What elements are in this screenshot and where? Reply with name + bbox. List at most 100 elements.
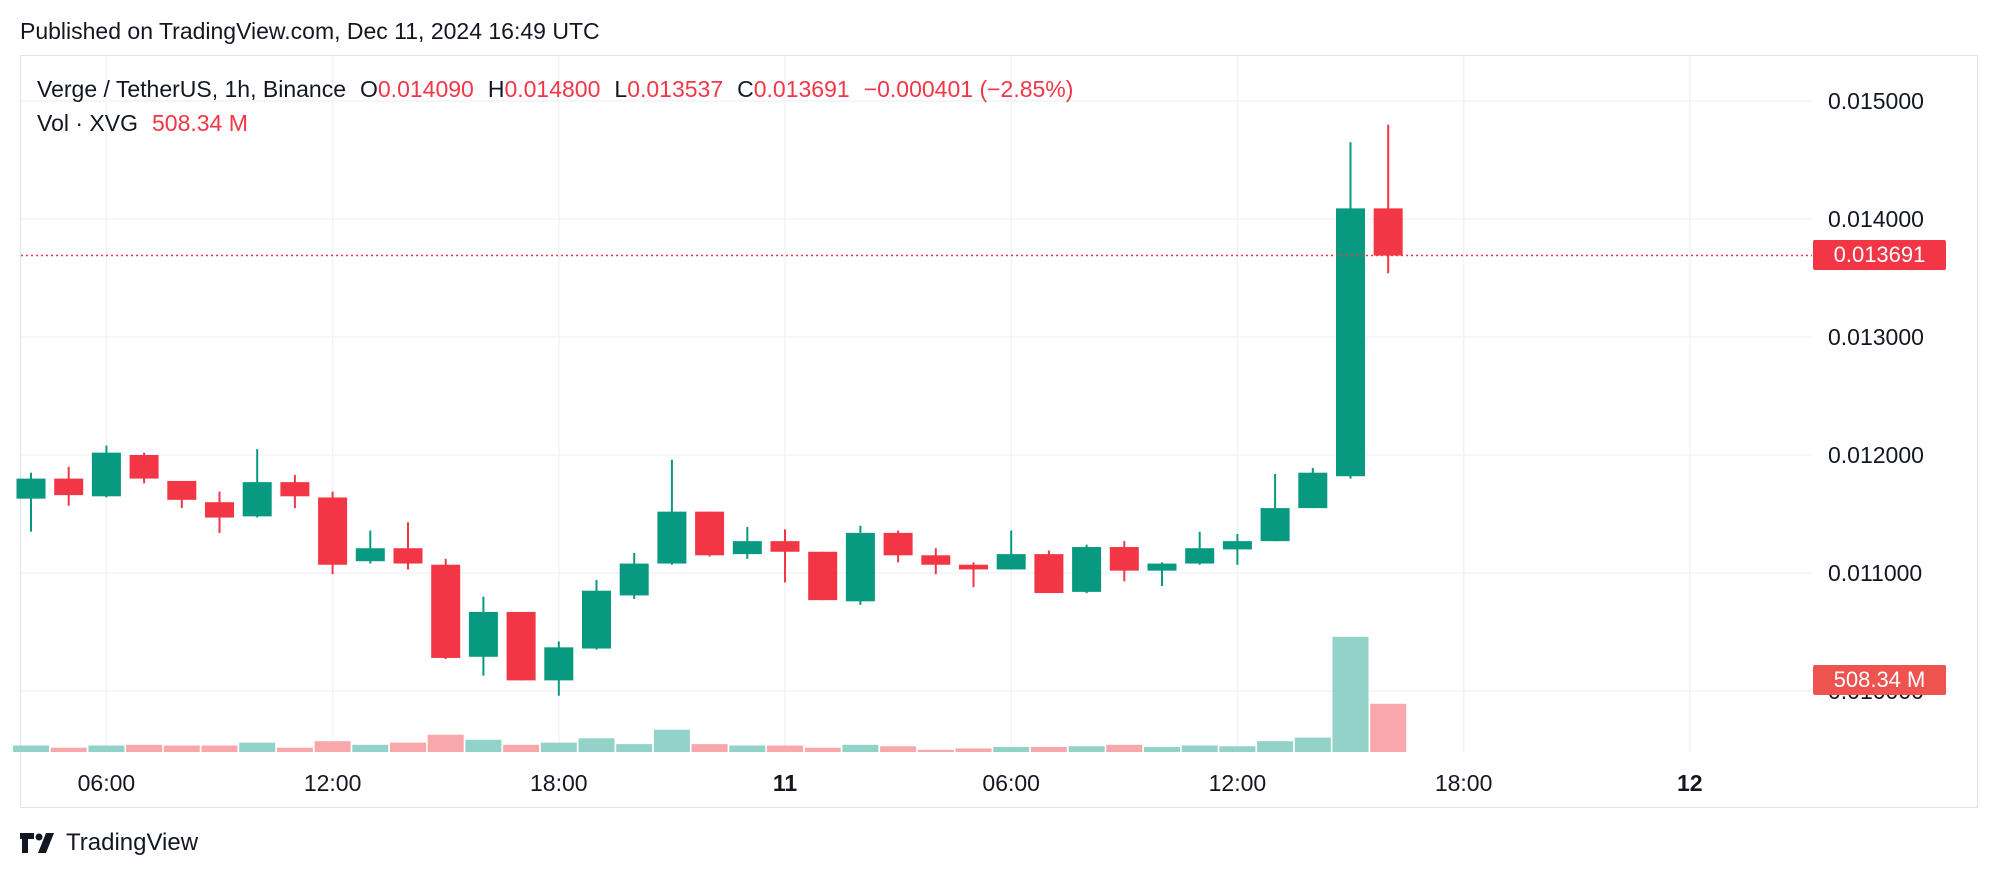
candle-body[interactable] [91, 452, 121, 497]
close-value: 0.013691 [753, 76, 850, 102]
close-label: C [737, 76, 754, 102]
volume-bar [201, 745, 238, 752]
time-tick-label: 12 [1677, 770, 1703, 796]
candle-body[interactable] [770, 541, 800, 552]
symbol-label: Verge / TetherUS, 1h, Binance [37, 76, 346, 102]
volume-bar [1257, 741, 1294, 752]
volume-bar [729, 745, 766, 752]
volume-bar [239, 742, 276, 752]
candle-body[interactable] [808, 551, 838, 601]
volume-label: Vol · XVG [37, 110, 138, 136]
volume-bar [616, 744, 653, 752]
published-caption: Published on TradingView.com, Dec 11, 20… [20, 18, 600, 44]
candle-body[interactable] [393, 548, 423, 564]
high-label: H [487, 76, 505, 102]
time-tick-label: 11 [773, 770, 798, 796]
volume-badge: 508.34 M [1813, 665, 1946, 695]
candle-body[interactable] [1147, 563, 1177, 571]
candle-body[interactable] [280, 482, 310, 497]
volume-bar [540, 742, 577, 752]
candle-body[interactable] [732, 541, 762, 555]
high-value: 0.014800 [504, 76, 601, 102]
last-price-badge: 0.013691 [1813, 240, 1946, 270]
volume-bar [50, 747, 87, 752]
price-tick-label: 0.012000 [1828, 442, 1924, 468]
volume-bar [578, 738, 615, 752]
candle-body[interactable] [883, 532, 913, 556]
volume-bar [653, 729, 690, 752]
candle-body[interactable] [921, 555, 951, 565]
candle-body[interactable] [1336, 208, 1365, 477]
low-value: 0.013537 [627, 76, 724, 102]
volume-bar [1144, 746, 1180, 752]
volume-bar [1219, 746, 1256, 752]
candle-body[interactable] [506, 611, 536, 681]
candle-body[interactable] [468, 611, 498, 657]
candle-body[interactable] [959, 564, 988, 570]
volume-bar [917, 749, 954, 752]
candles [16, 124, 1403, 696]
volume-bar [1332, 636, 1369, 752]
open-value: 0.014090 [377, 76, 474, 102]
brand-name: TradingView [66, 829, 199, 856]
volume-bar [503, 744, 540, 752]
volume-bar [88, 745, 125, 752]
volume-bar [163, 745, 200, 752]
candle-body[interactable] [544, 647, 574, 681]
price-tick-label: 0.013000 [1828, 324, 1924, 350]
candle-body[interactable] [1185, 548, 1215, 564]
volume-bar [13, 745, 49, 752]
candle-body[interactable] [205, 502, 234, 518]
candle-body[interactable] [1034, 554, 1064, 594]
candle-body[interactable] [996, 554, 1026, 570]
candle-body[interactable] [54, 478, 84, 496]
candle-body[interactable] [16, 478, 46, 499]
time-axis: 06:00 12:00 18:00 11 06:00 12:00 18:00 12 [78, 770, 1703, 796]
volume-bar [427, 734, 464, 752]
candle-body[interactable] [695, 511, 725, 556]
candle-body[interactable] [1373, 208, 1403, 256]
candle-body[interactable] [619, 563, 649, 596]
volume-bar [276, 747, 313, 752]
candle-body[interactable] [582, 590, 611, 649]
volume-bar [1030, 746, 1067, 752]
volume-bar [1181, 745, 1218, 752]
candle-body[interactable] [845, 532, 875, 602]
volume-bar [767, 745, 803, 752]
time-tick-label: 18:00 [1435, 770, 1493, 796]
time-tick-label: 18:00 [530, 770, 588, 796]
low-label: L [614, 76, 628, 102]
candle-body[interactable] [242, 482, 272, 517]
brand-footer[interactable]: TradingView [20, 828, 198, 858]
volume-bar [126, 744, 163, 752]
change-value: −0.000401 (−2.85%) [863, 76, 1074, 102]
tradingview-logo-icon [20, 833, 54, 853]
volume-bar [880, 746, 917, 752]
volume-bar [1294, 737, 1331, 752]
candle-body[interactable] [431, 564, 461, 658]
candle-body[interactable] [1109, 547, 1139, 571]
candle-body[interactable] [1222, 541, 1252, 550]
candle-body[interactable] [1260, 508, 1290, 542]
volume-bar [691, 744, 728, 752]
ohlc-legend: Verge / TetherUS, 1h, Binance O0.014090 H0… [37, 76, 1073, 103]
volume-bar [804, 747, 841, 752]
candle-body[interactable] [355, 548, 385, 562]
candle-body[interactable] [1298, 472, 1328, 509]
open-label: O [360, 76, 378, 102]
time-tick-label: 12:00 [1209, 770, 1267, 796]
chart-frame [20, 55, 1978, 808]
time-tick-label: 12:00 [304, 770, 362, 796]
candle-body[interactable] [1072, 547, 1102, 592]
volume-bar [993, 746, 1030, 752]
volume-value: 508.34 M [151, 110, 248, 136]
volume-bars [13, 636, 1407, 752]
volume-bar [390, 742, 426, 752]
time-tick-label: 06:00 [982, 770, 1040, 796]
candle-body[interactable] [318, 497, 348, 565]
candle-body[interactable] [129, 455, 159, 479]
candle-body[interactable] [657, 511, 687, 564]
candle-body[interactable] [167, 480, 197, 500]
volume-legend: Vol · XVG 508.34 M [37, 110, 248, 137]
